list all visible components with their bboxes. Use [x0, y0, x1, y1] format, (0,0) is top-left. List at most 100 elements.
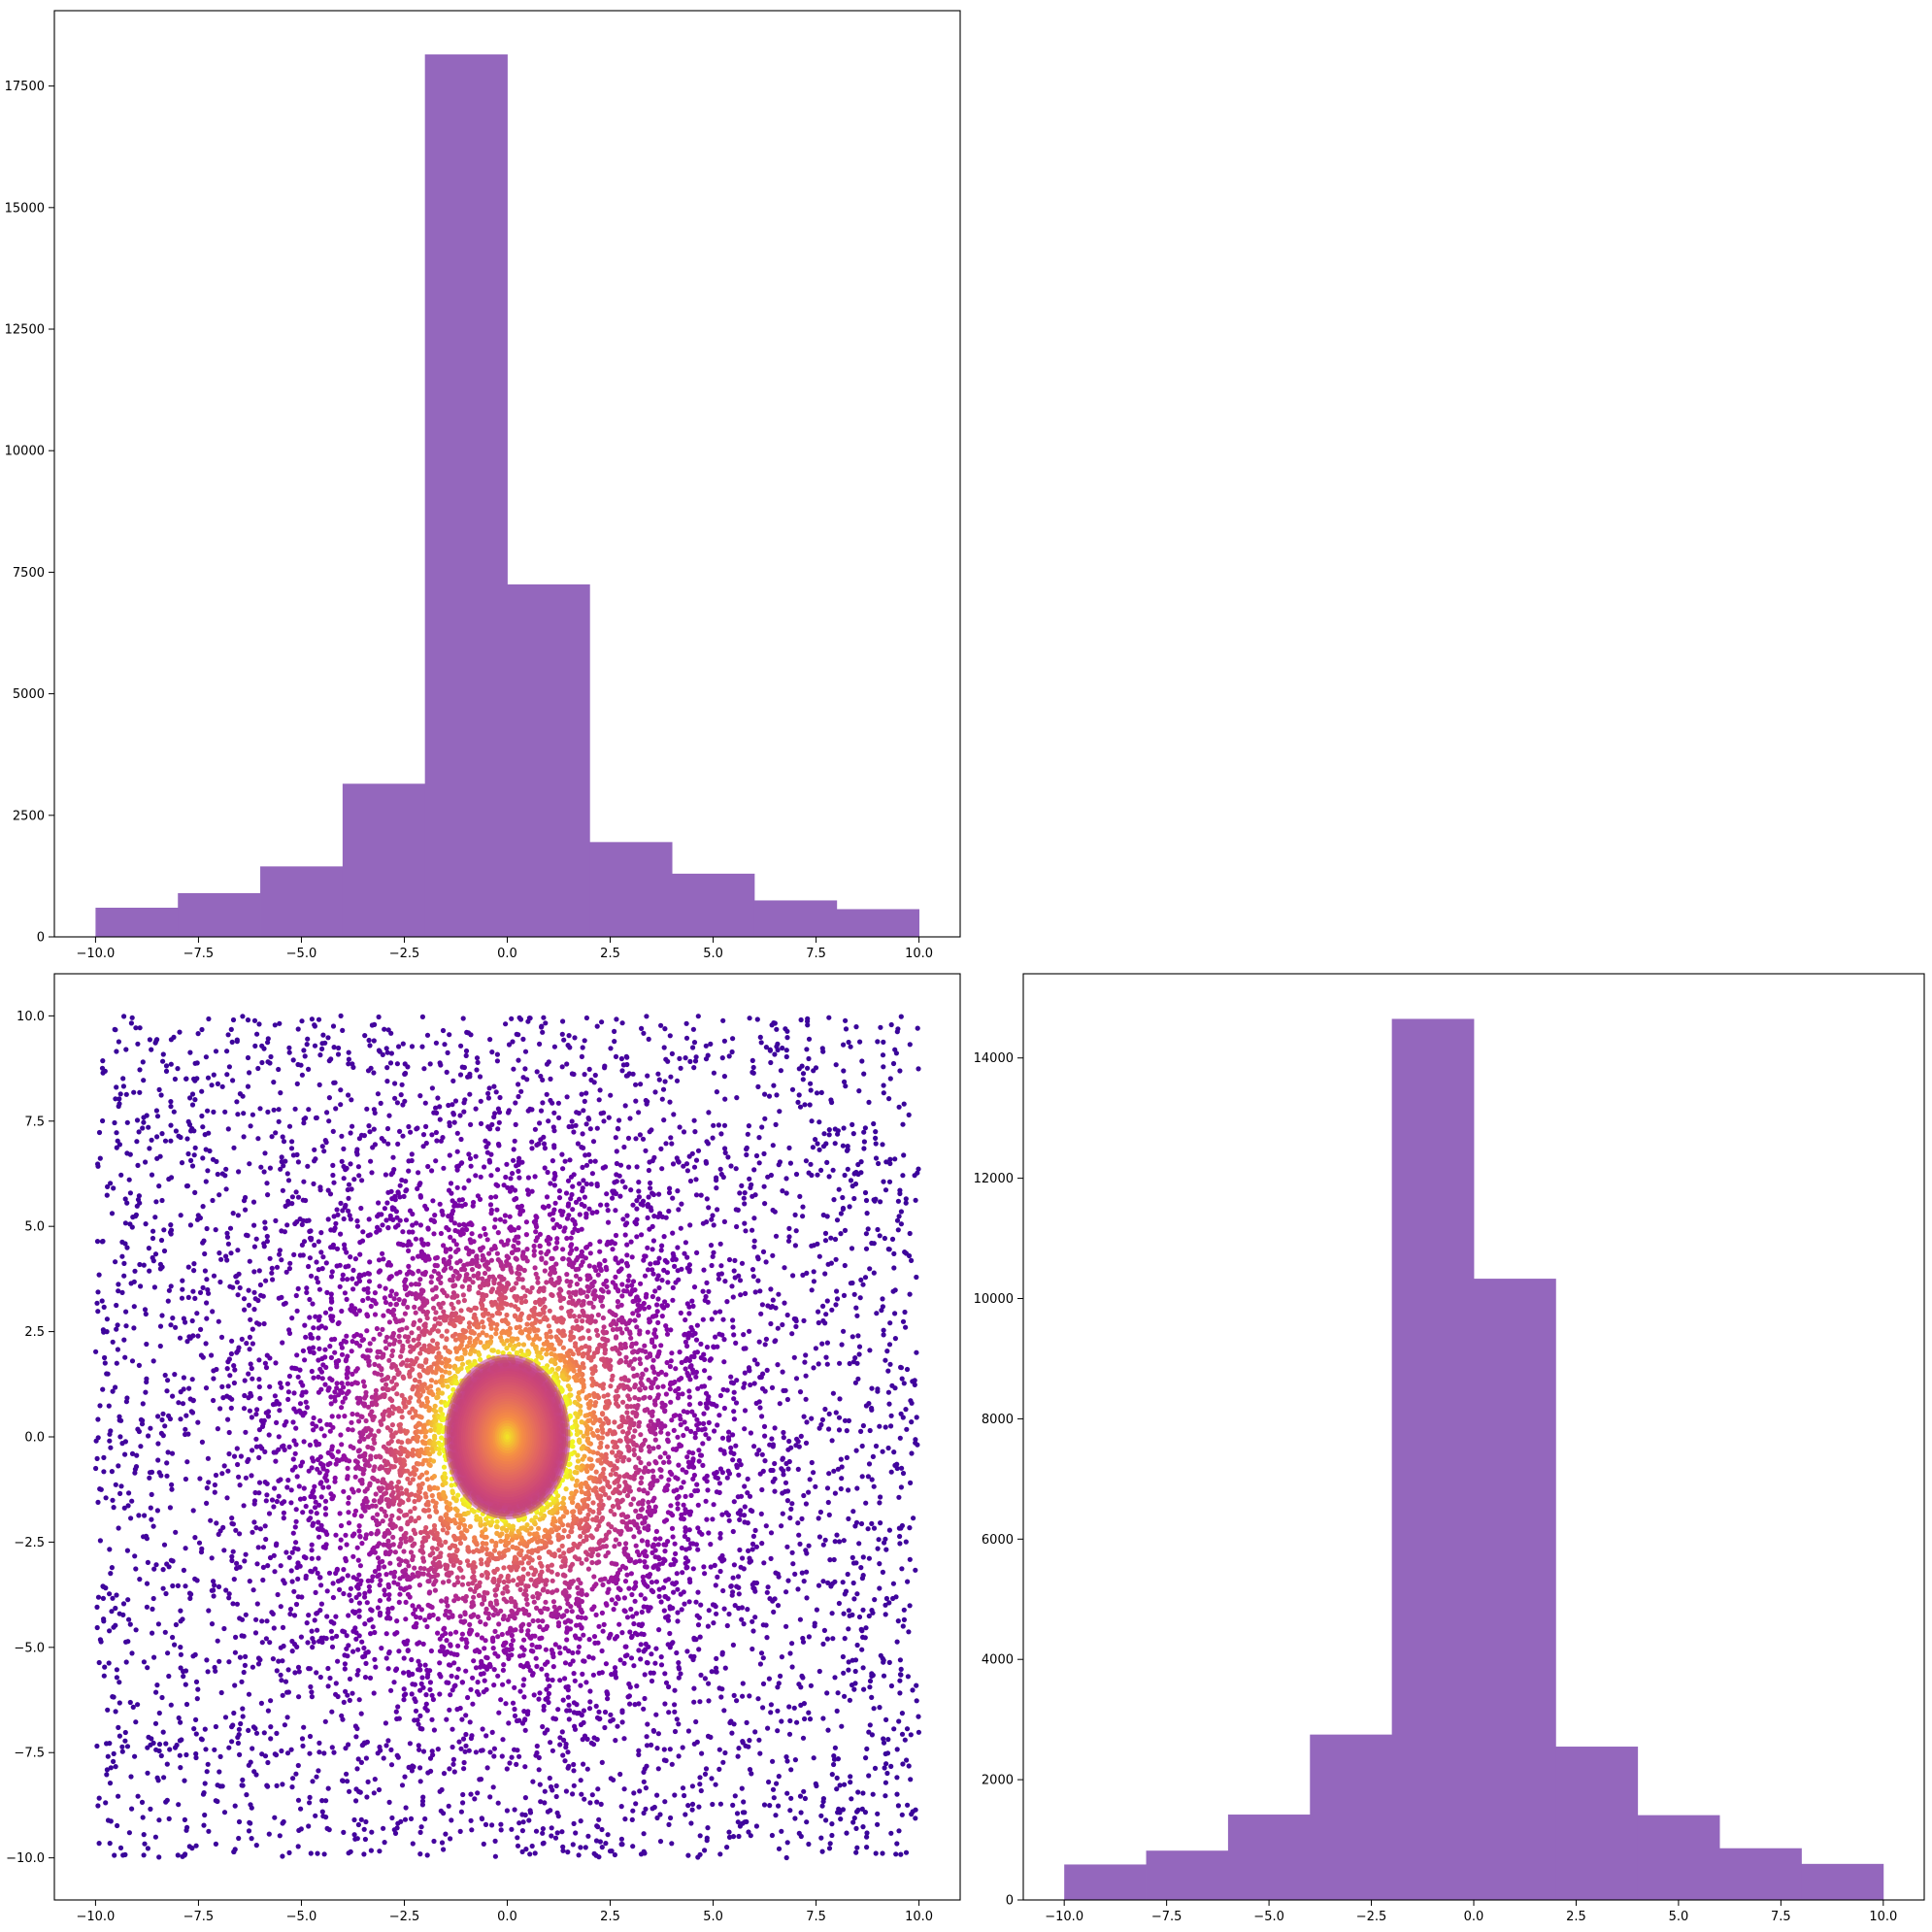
scatter-point — [872, 1765, 879, 1771]
scatter-point — [339, 1713, 345, 1718]
scatter-point — [856, 1088, 862, 1094]
scatter-point — [168, 1702, 174, 1708]
scatter-point — [605, 1208, 611, 1214]
scatter-point — [96, 1659, 102, 1666]
scatter-point — [796, 1092, 802, 1098]
scatter-point — [117, 1142, 122, 1148]
scatter-point — [254, 1407, 260, 1413]
scatter-point — [863, 1231, 870, 1237]
scatter-point — [661, 1267, 667, 1273]
scatter-point — [230, 1211, 236, 1216]
scatter-point — [876, 1160, 882, 1167]
scatter-point — [308, 1683, 314, 1690]
scatter-point — [848, 1780, 853, 1785]
scatter-point — [181, 1567, 186, 1573]
scatter-point — [852, 1668, 858, 1675]
scatter-point — [273, 1217, 279, 1223]
scatter-point — [907, 1291, 913, 1297]
scatter-point — [826, 1512, 832, 1517]
scatter-point — [252, 1489, 258, 1496]
scatter-point — [853, 1825, 859, 1831]
scatter-point — [755, 1083, 761, 1089]
scatter-point — [621, 1144, 627, 1150]
scatter-point — [309, 1465, 315, 1471]
scatter-point — [333, 1681, 339, 1686]
scatter-point — [903, 1849, 910, 1855]
scatter-point — [269, 1265, 275, 1271]
scatter-point — [846, 1487, 851, 1493]
scatter-point — [154, 1508, 160, 1514]
y-tick-label: 7500 — [13, 566, 45, 581]
scatter-point — [624, 1252, 630, 1258]
scatter-point — [127, 1699, 133, 1706]
scatter-point — [517, 1662, 524, 1668]
scatter-point — [460, 1791, 466, 1798]
scatter-point — [661, 1556, 667, 1562]
scatter-point — [869, 1477, 875, 1482]
scatter-point — [826, 1015, 832, 1020]
scatter-point — [319, 1046, 325, 1051]
scatter-point — [698, 1341, 704, 1347]
scatter-point — [113, 1605, 118, 1612]
scatter-point — [826, 1132, 832, 1138]
scatter-point — [468, 1032, 474, 1038]
scatter-point — [280, 1692, 285, 1698]
scatter-point — [709, 1669, 715, 1675]
scatter-point — [860, 1665, 866, 1671]
scatter-point — [734, 1583, 740, 1589]
scatter-point — [481, 1841, 486, 1847]
scatter-point — [866, 1461, 873, 1467]
scatter-point — [387, 1060, 394, 1066]
scatter-point — [192, 1189, 198, 1195]
scatter-point — [708, 1243, 715, 1249]
scatter-point — [150, 1235, 156, 1242]
scatter-point — [101, 1673, 107, 1679]
scatter-point — [512, 1747, 517, 1752]
y-tick-label: 12500 — [5, 323, 45, 338]
scatter-point — [790, 1561, 796, 1567]
scatter-point — [582, 1098, 587, 1104]
scatter-point — [483, 1821, 489, 1827]
scatter-point — [350, 1267, 356, 1273]
scatter-point — [551, 1044, 558, 1049]
scatter-point — [332, 1336, 338, 1342]
scatter-point — [688, 1492, 694, 1498]
scatter-point — [94, 1300, 100, 1306]
scatter-point — [649, 1580, 655, 1585]
scatter-point — [250, 1341, 255, 1347]
y-tick-label: 2500 — [13, 809, 45, 823]
scatter-point — [336, 1045, 342, 1051]
scatter-point — [180, 1286, 185, 1292]
scatter-point — [838, 1231, 844, 1237]
scatter-point — [491, 1746, 497, 1751]
scatter-point — [851, 1596, 857, 1602]
scatter-point — [189, 1317, 195, 1324]
scatter-point — [236, 1835, 242, 1842]
scatter-point — [359, 1639, 365, 1645]
scatter-point — [314, 1259, 319, 1265]
scatter-point — [900, 1121, 906, 1127]
scatter-point — [831, 1761, 837, 1768]
scatter-point — [684, 1254, 690, 1260]
scatter-point — [243, 1429, 249, 1435]
scatter-point — [828, 1583, 834, 1589]
scatter-point — [881, 1039, 886, 1045]
scatter-point — [284, 1171, 290, 1177]
scatter-point — [463, 1713, 469, 1718]
scatter-point — [565, 1694, 572, 1700]
scatter-point — [669, 1141, 675, 1147]
scatter-point — [312, 1147, 317, 1152]
scatter-point — [860, 1824, 866, 1830]
scatter-point — [583, 1215, 589, 1220]
scatter-point — [230, 1549, 236, 1554]
scatter-point — [494, 1167, 501, 1173]
scatter-point — [514, 1761, 519, 1767]
scatter-point — [307, 1296, 313, 1303]
scatter-point — [731, 1692, 737, 1698]
scatter-point — [747, 1559, 752, 1565]
scatter-point — [752, 1615, 758, 1620]
scatter-point — [532, 1126, 539, 1132]
scatter-point — [513, 1121, 518, 1127]
scatter-point — [163, 1590, 169, 1597]
scatter-point — [433, 1105, 439, 1111]
